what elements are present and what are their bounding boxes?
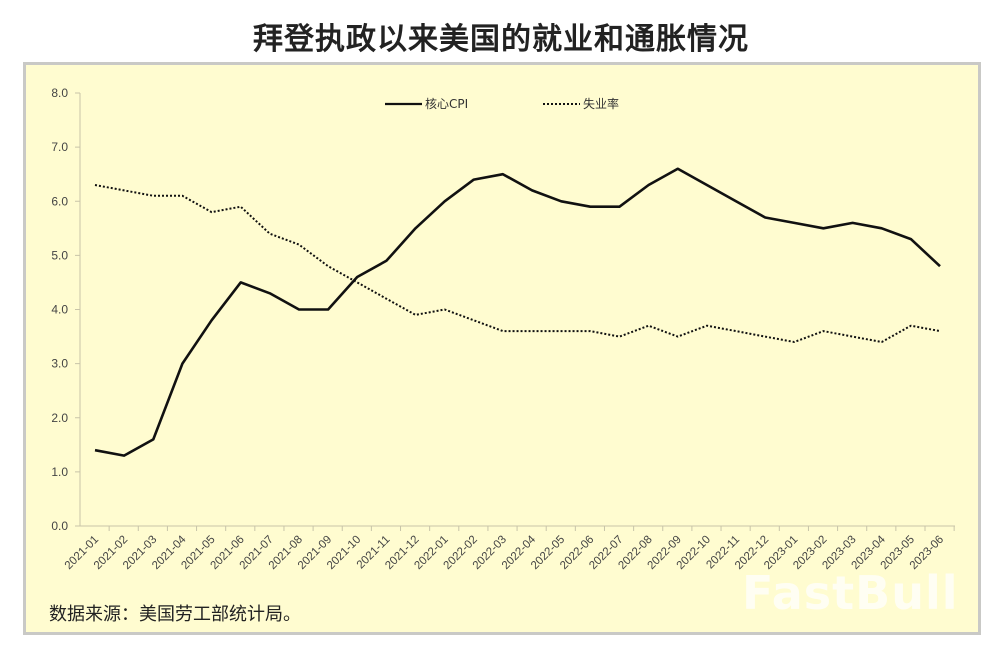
y-tick-label: 5.0 xyxy=(51,248,68,262)
legend-label: 失业率 xyxy=(583,96,619,111)
y-axis: 0.0 1.0 2.0 3.0 4.0 5.0 6.0 7.0 8.0 xyxy=(51,86,81,533)
y-tick-label: 8.0 xyxy=(51,86,68,100)
y-tick-label: 2.0 xyxy=(51,411,68,425)
chart-title: 拜登执政以来美国的就业和通胀情况 xyxy=(253,22,749,57)
y-tick-label: 6.0 xyxy=(51,194,68,208)
y-tick-label: 7.0 xyxy=(51,140,68,154)
series-lines xyxy=(94,167,941,457)
y-tick-label: 0.0 xyxy=(51,519,68,533)
legend-label: 核心CPI xyxy=(425,97,468,111)
legend: 核心CPI 失业率 xyxy=(385,96,619,111)
unemployment-rate-line xyxy=(94,184,941,343)
core-cpi-line xyxy=(94,167,941,457)
y-tick-label: 3.0 xyxy=(51,357,68,371)
y-tick-label: 4.0 xyxy=(51,303,68,317)
chart-frame xyxy=(23,62,981,635)
source-note: 数据来源：美国劳工部统计局。 xyxy=(49,604,301,625)
y-tick-label: 1.0 xyxy=(51,465,68,479)
watermark-logo: FastBull xyxy=(742,566,959,620)
